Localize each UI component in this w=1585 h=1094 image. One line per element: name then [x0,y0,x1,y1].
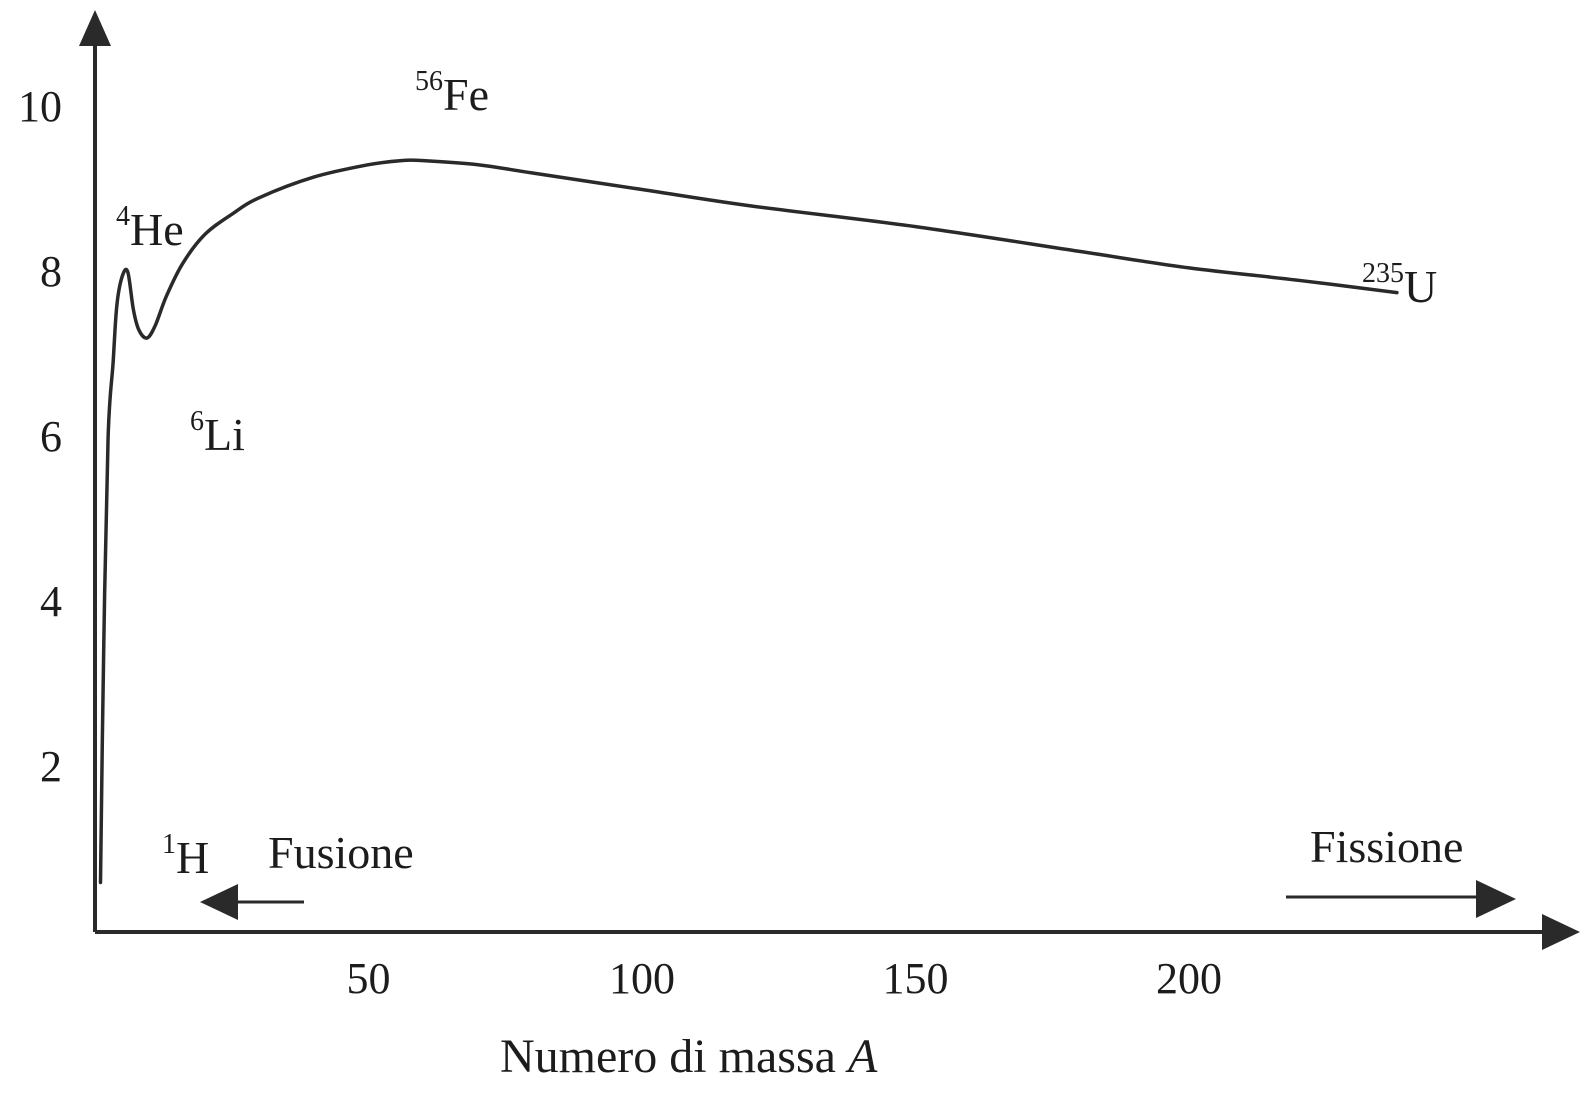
binding-energy-curve [98,158,1399,885]
fusion-arrowhead [200,884,238,920]
annotation-1H: 1H [162,829,209,883]
x-axis-label-main: Numero di massa [500,1030,848,1083]
annotation-56Fe-mass: 56 [415,66,443,97]
annotation-4He: 4He [116,201,184,255]
x-axis-label-variable: A [845,1030,878,1083]
annotation-1H-symbol: H [176,832,209,883]
annotation-6Li: 6Li [190,406,245,460]
x-tick-label-50: 50 [347,954,391,1003]
x-tick-labels: 50 100 150 200 [347,954,1223,1003]
annotation-235U-mass: 235 [1362,258,1404,289]
annotation-4He-mass: 4 [116,201,130,232]
y-tick-label-10: 10 [18,82,62,131]
y-tick-label-8: 8 [40,247,62,296]
annotation-235U-symbol: U [1404,261,1437,312]
x-tick-label-100: 100 [609,954,675,1003]
annotation-1H-mass: 1 [162,829,176,860]
annotation-4He-symbol: He [130,204,184,255]
y-axis-arrowhead [79,10,111,46]
annotation-6Li-mass: 6 [190,406,204,437]
fusion-label: Fusione [268,827,414,878]
x-tick-label-150: 150 [883,954,949,1003]
annotation-235U: 235U [1362,258,1437,312]
fission-label: Fissione [1310,821,1463,872]
x-tick-label-200: 200 [1156,954,1222,1003]
annotation-56Fe: 56Fe [415,66,489,120]
x-axis-arrowhead [1542,914,1580,950]
y-tick-label-2: 2 [40,742,62,791]
y-tick-label-4: 4 [40,577,62,626]
fission-arrowhead [1476,880,1516,918]
x-axis-label: Numero di massa A [500,1030,878,1083]
annotation-56Fe-symbol: Fe [443,69,489,120]
annotation-6Li-symbol: Li [204,409,245,460]
y-tick-label-6: 6 [40,412,62,461]
y-tick-labels: 2 4 6 8 10 [18,82,62,791]
